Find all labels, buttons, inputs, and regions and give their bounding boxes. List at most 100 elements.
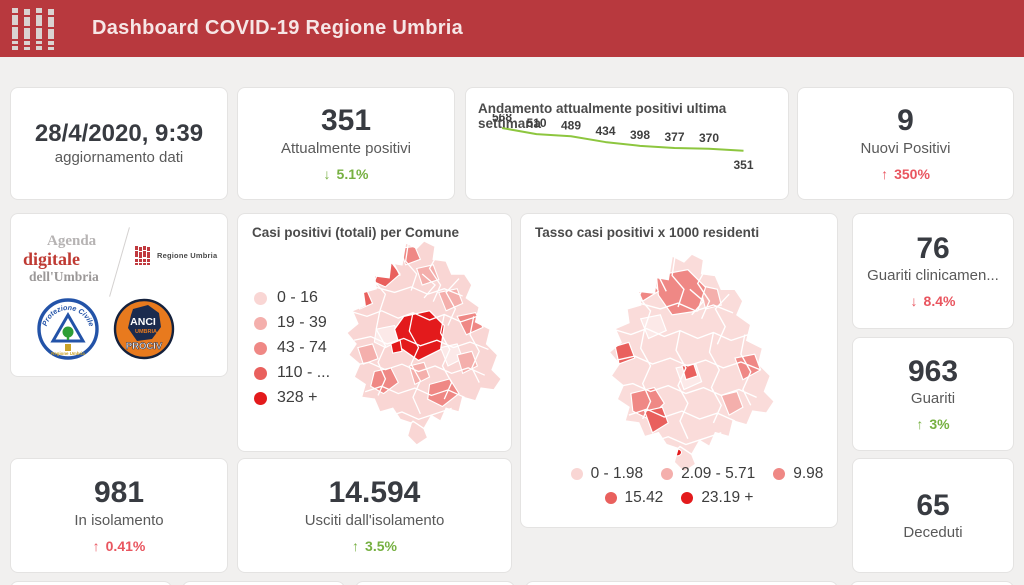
regione-umbria-ceri-icon (12, 7, 54, 50)
delta-value: 8.4% (923, 293, 956, 310)
anci-prociv-logo: ANCI UMBRIA PROCIV (113, 298, 175, 360)
data-label: 398 (630, 128, 650, 142)
arrow-up-icon: ↑ (352, 537, 360, 554)
trend-chart-title: Andamento attualmente positivi ultima se… (478, 101, 727, 131)
legend-dot (570, 468, 583, 480)
agenda-logo-line2: digitale (23, 249, 80, 269)
card-stub (525, 581, 838, 585)
in-isolamento-label: In isolamento (74, 511, 164, 529)
map-tasso-title: Tasso casi positivi x 1000 residenti (535, 225, 760, 240)
legend-item[interactable]: 0 - 16 (254, 289, 330, 307)
card-updated[interactable]: 28/4/2020, 9:39 aggiornamento dati (10, 87, 228, 200)
card-stub (182, 581, 345, 585)
legend-label: 328 + (277, 389, 318, 406)
attualmente-positivi-value: 351 (320, 104, 372, 138)
legend-label: 15.42 (624, 489, 664, 506)
data-label: 351 (733, 158, 753, 172)
legend-label: 43 - 74 (277, 339, 327, 356)
card-guariti[interactable]: 963 Guariti ↑ 3% (852, 337, 1014, 451)
agenda-digitale-logo: Agenda digitale dell'Umbria (23, 234, 117, 284)
arrow-up-icon: ↑ (881, 165, 889, 182)
arrow-up-icon: ↑ (92, 537, 100, 554)
card-partner-logos: Agenda digitale dell'Umbria Regione Umbr… (10, 213, 228, 377)
in-isolamento-delta: ↑ 0.41% (93, 538, 146, 554)
data-label: 489 (561, 118, 581, 132)
legend-label: 0 - 1.98 (590, 465, 644, 482)
card-map-tasso[interactable]: Tasso casi positivi x 1000 residenti (520, 213, 838, 528)
regione-umbria-label: Regione Umbria (157, 251, 218, 260)
legend-dot (254, 316, 267, 330)
updated-label: aggiornamento dati (54, 149, 184, 167)
legend-label: 19 - 39 (277, 314, 327, 331)
nuovi-positivi-value: 9 (897, 104, 914, 138)
legend-item[interactable]: 9.98 (773, 465, 823, 483)
data-label: 510 (526, 116, 546, 130)
data-label: 370 (699, 131, 719, 145)
card-nuovi-positivi[interactable]: 9 Nuovi Positivi ↑ 350% (797, 87, 1014, 200)
card-trend-chart[interactable]: Andamento attualmente positivi ultima se… (465, 87, 789, 200)
trend-line-chart[interactable]: 568 510 489 434 398 377 370 351 (466, 114, 788, 200)
delta-value: 350% (894, 165, 930, 182)
agenda-logo-line1: Agenda (47, 233, 97, 249)
card-guariti-clinicamente[interactable]: 76 Guariti clinicamen... ↓ 8.4% (852, 213, 1014, 329)
legend-item[interactable]: 43 - 74 (254, 339, 330, 357)
legend-dot (254, 391, 267, 405)
guariti-clinicamente-value: 76 (916, 231, 950, 265)
legend-label: 0 - 16 (277, 289, 318, 306)
deceduti-value: 65 (916, 488, 950, 522)
legend-dot (254, 291, 267, 305)
legend-item[interactable]: 15.42 (604, 489, 664, 507)
in-isolamento-value: 981 (93, 476, 145, 510)
arrow-up-icon: ↑ (916, 416, 924, 433)
data-label: 568 (492, 114, 512, 124)
guariti-clinicamente-label: Guariti clinicamen... (867, 267, 999, 285)
legend-item[interactable]: 0 - 1.98 (570, 465, 644, 483)
guariti-clinicamente-delta: ↓ 8.4% (911, 293, 956, 309)
updated-value: 28/4/2020, 9:39 (34, 119, 204, 147)
data-label: 377 (664, 130, 684, 144)
legend-dot (604, 492, 617, 504)
card-stub (355, 581, 515, 585)
usciti-isolamento-value: 14.594 (328, 476, 421, 510)
legend-label: 23.19 + (701, 489, 754, 506)
app-header: Dashboard COVID-19 Regione Umbria (0, 0, 1024, 57)
deceduti-label: Deceduti (903, 524, 963, 542)
legend-item[interactable]: 23.19 + (681, 489, 753, 507)
legend-item[interactable]: 19 - 39 (254, 314, 330, 332)
card-usciti-isolamento[interactable]: 14.594 Usciti dall'isolamento ↑ 3.5% (237, 458, 512, 573)
attualmente-positivi-label: Attualmente positivi (280, 139, 412, 157)
page-title: Dashboard COVID-19 Regione Umbria (92, 17, 464, 39)
card-deceduti[interactable]: 65 Deceduti (852, 458, 1014, 573)
arrow-down-icon: ↓ (323, 165, 331, 182)
umbria-map-casi-comune[interactable] (321, 236, 505, 450)
legend-item[interactable]: 2.09 - 5.71 (661, 465, 755, 483)
regione-umbria-logo: Regione Umbria (135, 246, 217, 265)
agenda-logo-line3: dell'Umbria (29, 269, 99, 284)
card-in-isolamento[interactable]: 981 In isolamento ↑ 0.41% (10, 458, 228, 573)
protezione-civile-logo: Protezione Civile Regione Umbria (37, 298, 99, 360)
umbria-map-tasso-residenti[interactable] (577, 250, 783, 476)
delta-value: 3.5% (365, 537, 397, 554)
delta-value: 5.1% (336, 165, 369, 182)
regione-umbria-bars-icon (135, 246, 150, 265)
card-map-comune[interactable]: Casi positivi (totali) per Comune 0 - 16… (237, 213, 512, 452)
svg-text:Regione Umbria: Regione Umbria (51, 351, 85, 356)
guariti-delta: ↑ 3% (916, 416, 949, 432)
legend-dot (254, 341, 267, 355)
arrow-down-icon: ↓ (910, 293, 918, 310)
usciti-isolamento-delta: ↑ 3.5% (352, 538, 397, 554)
legend-item[interactable]: 328 + (254, 389, 330, 407)
usciti-isolamento-label: Usciti dall'isolamento (304, 511, 445, 529)
legend-dot (681, 492, 694, 504)
legend-item[interactable]: 110 - ... (254, 364, 330, 382)
legend-label: 110 - ... (277, 364, 331, 381)
card-stub (10, 581, 172, 585)
legend-dot (773, 468, 786, 480)
legend-label: 2.09 - 5.71 (681, 465, 756, 482)
card-attualmente-positivi[interactable]: 351 Attualmente positivi ↓ 5.1% (237, 87, 455, 200)
legend-dot (254, 366, 267, 380)
nuovi-positivi-delta: ↑ 350% (881, 166, 930, 182)
legend-dot (661, 468, 674, 480)
nuovi-positivi-label: Nuovi Positivi (860, 139, 951, 157)
